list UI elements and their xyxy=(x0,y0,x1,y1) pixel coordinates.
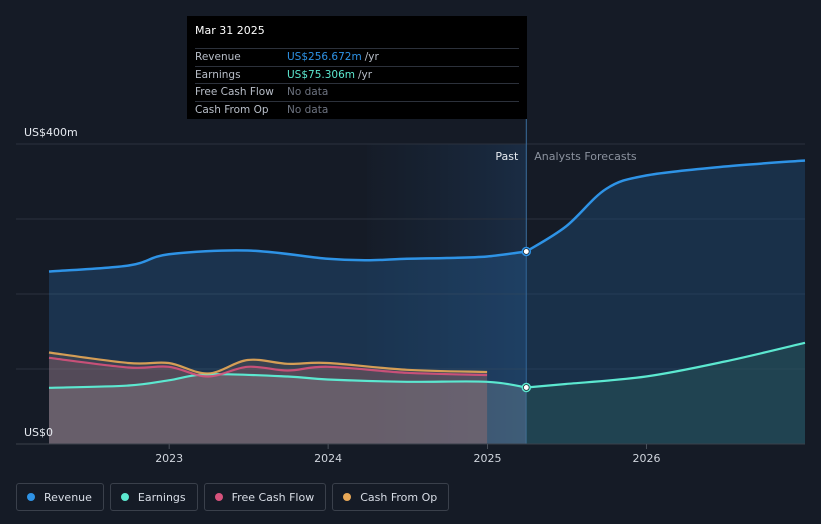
cash-from-op-past-line xyxy=(48,351,488,375)
x-tick-label: 2024 xyxy=(314,452,342,465)
tooltip-unit: /yr xyxy=(358,68,373,81)
legend-item-cash-from-op[interactable]: Cash From Op xyxy=(332,483,450,511)
legend-label: Earnings xyxy=(137,490,186,504)
tooltip-label: Free Cash Flow xyxy=(195,86,274,99)
tooltip-value: No data xyxy=(287,86,329,99)
tooltip-row-cash-from-op: Cash From Op No data xyxy=(195,100,519,119)
earnings-hover-marker-core xyxy=(523,385,529,391)
tooltip-row-free-cash-flow: Free Cash Flow No data xyxy=(195,83,519,101)
legend-label: Free Cash Flow xyxy=(231,490,315,504)
legend-dot-icon xyxy=(343,493,352,501)
revenue-forecast-line xyxy=(525,159,806,253)
legend-item-free-cash-flow[interactable]: Free Cash Flow xyxy=(203,483,327,511)
tooltip-value: US$75.306m xyxy=(287,68,355,81)
x-tick-label: 2023 xyxy=(155,452,183,465)
legend-label: Cash From Op xyxy=(360,490,438,504)
tooltip-value: No data xyxy=(287,103,329,116)
x-tick-label: 2026 xyxy=(632,452,660,465)
revenue-hover-marker-core xyxy=(523,248,529,254)
legend-item-earnings[interactable]: Earnings xyxy=(109,483,198,511)
revenue-past-area xyxy=(49,250,527,444)
earnings-forecast-line xyxy=(526,341,806,389)
revenue-past-line xyxy=(48,249,527,273)
tooltip-label: Revenue xyxy=(195,51,241,64)
tooltip-label: Cash From Op xyxy=(195,103,269,116)
tooltip-date: Mar 31 2025 xyxy=(195,24,265,37)
earnings-past-area xyxy=(49,374,527,444)
legend-label: Revenue xyxy=(44,490,92,504)
legend-dot-icon xyxy=(120,493,129,501)
x-tick-label: 2025 xyxy=(474,452,502,465)
hover-tooltip: Mar 31 2025 Revenue US$256.672m /yr Earn… xyxy=(187,16,527,119)
cash-from-op-past-area xyxy=(49,352,488,444)
tooltip-value: US$256.672m xyxy=(287,51,362,64)
tooltip-row-earnings: Earnings US$75.306m /yr xyxy=(195,65,519,84)
legend-dot-icon xyxy=(27,493,35,501)
free-cash-flow-past-area xyxy=(49,357,488,444)
legend-item-revenue[interactable]: Revenue xyxy=(16,483,104,511)
chart-legend: Revenue Earnings Free Cash Flow Cash Fro… xyxy=(16,483,450,511)
free-cash-flow-past-line xyxy=(48,356,488,378)
earnings-past-line xyxy=(48,373,527,389)
tooltip-label: Earnings xyxy=(195,68,241,81)
revenue-forecast-area xyxy=(526,160,805,444)
earnings-forecast-area xyxy=(526,342,805,444)
tooltip-unit: /yr xyxy=(364,51,379,64)
past-label: Past xyxy=(495,150,519,163)
y-axis-min-label: US$0 xyxy=(24,426,53,439)
tooltip-row-revenue: Revenue US$256.672m /yr xyxy=(195,48,519,66)
y-axis-max-label: US$400m xyxy=(24,126,78,139)
forecast-label: Analysts Forecasts xyxy=(534,150,637,163)
legend-dot-icon xyxy=(214,493,223,501)
